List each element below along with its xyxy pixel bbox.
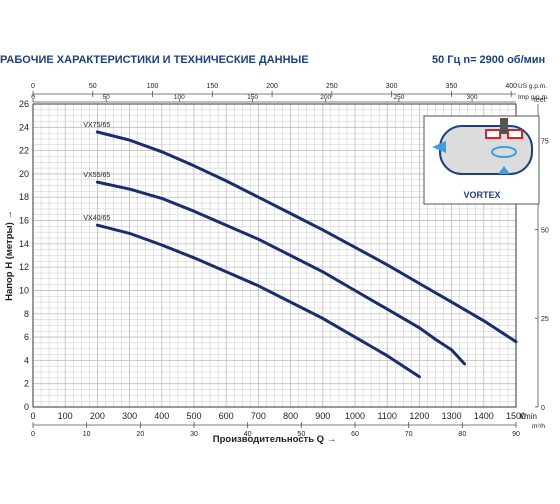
bottom-axis-m3h-label: 80 xyxy=(458,431,466,438)
inset-label: VORTEX xyxy=(463,190,500,200)
top-axis-imp-unit: Imp g.p.m. xyxy=(518,94,549,101)
axes: 0 100 200 300 400 500 600 700 800 900 1000 1100 1200… xyxy=(4,83,549,445)
x-tick-label: 0 xyxy=(30,411,35,421)
y-tick-label: 16 xyxy=(19,216,29,226)
top-axis-us-label: 150 xyxy=(206,83,218,90)
top-axis-us-label: 250 xyxy=(326,83,338,90)
bottom-axis-m3h-label: 70 xyxy=(405,431,413,438)
bottom-axis-m3h-label: 60 xyxy=(351,431,359,438)
right-axis-feet-label: 25 xyxy=(541,316,549,323)
top-axis-imp-label: 250 xyxy=(393,94,404,101)
y-tick-label: 26 xyxy=(19,99,29,109)
series-line-vx40-65 xyxy=(95,223,421,379)
bottom-axis-m3h-label: 20 xyxy=(136,431,144,438)
x-tick-label: 600 xyxy=(219,411,234,421)
y-tick-label: 22 xyxy=(19,146,29,156)
x-unit-label: l/min xyxy=(520,412,537,421)
bottom-axis-m3h-label: 30 xyxy=(190,431,198,438)
series-label: VX40/65 xyxy=(83,215,110,222)
flow-arrow-down-icon xyxy=(498,166,510,174)
x-tick-label: 1000 xyxy=(345,411,365,421)
top-axis-us-label: 50 xyxy=(89,83,97,90)
x-tick-label: 1300 xyxy=(442,411,462,421)
x-tick-label: 900 xyxy=(315,411,330,421)
x-tick-label: 800 xyxy=(283,411,298,421)
x-tick-label: 1200 xyxy=(409,411,429,421)
y-tick-label: 20 xyxy=(19,169,29,179)
top-axis-us-label: 200 xyxy=(266,83,278,90)
top-axis-us-label: 400 xyxy=(505,83,517,90)
top-axis-imp-label: 300 xyxy=(467,94,478,101)
top-axis-us-label: 0 xyxy=(31,83,35,90)
y-tick-label: 12 xyxy=(19,262,29,272)
x-tick-label: 400 xyxy=(154,411,169,421)
x-tick-label: 1500 xyxy=(506,411,526,421)
bottom-axis-m3h-label: 40 xyxy=(244,431,252,438)
top-axis-us-unit: US g.p.m. xyxy=(518,83,547,90)
x-tick-label: 300 xyxy=(122,411,137,421)
series-line-vx75-65 xyxy=(95,130,518,344)
x-axis-title: Производительность Q → xyxy=(213,434,336,445)
series-group: VX75/65 VX55/65 VX40/65 xyxy=(83,122,518,379)
top-axis-imp-label: 100 xyxy=(174,94,185,101)
top-axis-imp-label: 0 xyxy=(31,94,35,101)
bottom-axis-m3h-label: 10 xyxy=(83,431,91,438)
top-axis-imp-label: 200 xyxy=(320,94,331,101)
x-tick-label: 1100 xyxy=(378,411,397,421)
right-axis-feet-label: 50 xyxy=(541,227,549,234)
bottom-axis-m3h-label: 0 xyxy=(31,431,35,438)
bottom-axis-m3h-label: 50 xyxy=(297,431,305,438)
y-tick-label: 14 xyxy=(19,239,29,249)
series-label: VX55/65 xyxy=(83,172,110,179)
vortex-swirl-icon xyxy=(491,146,517,158)
vortex-inset: VORTEX xyxy=(423,115,540,205)
top-axis-imp-label: 150 xyxy=(247,94,258,101)
chart-specs: 50 Гц n= 2900 об/мин xyxy=(432,54,546,66)
y-tick-label: 2 xyxy=(24,379,29,389)
top-axis-us-label: 350 xyxy=(446,83,458,90)
x-tick-label: 1400 xyxy=(474,411,494,421)
shaft-icon xyxy=(500,118,508,134)
y-tick-label: 0 xyxy=(24,402,29,412)
top-axis-us-label: 100 xyxy=(147,83,159,90)
top-axis-us-label: 300 xyxy=(386,83,398,90)
x-tick-label: 200 xyxy=(90,411,105,421)
y-tick-label: 18 xyxy=(19,192,29,202)
right-axis-feet-label: 75 xyxy=(541,139,549,146)
y-tick-label: 10 xyxy=(19,285,29,295)
y-axis-title: Напор H (метры) → xyxy=(4,210,15,301)
impeller-left-icon xyxy=(485,129,501,139)
y-tick-label: 4 xyxy=(24,355,29,365)
y-tick-label: 6 xyxy=(24,332,29,342)
bottom-axis-m3h-label: 90 xyxy=(512,431,520,438)
x-tick-label: 100 xyxy=(58,411,73,421)
chart-title: РАБОЧИЕ ХАРАКТЕРИСТИКИ И ТЕХНИЧЕСКИЕ ДАН… xyxy=(0,54,309,66)
flow-arrow-left-icon xyxy=(432,141,446,153)
right-axis-feet-label: 0 xyxy=(541,405,545,412)
plot-frame xyxy=(32,103,517,408)
bottom-axis-m3h-unit: m³/h xyxy=(532,423,545,430)
y-tick-label: 8 xyxy=(24,309,29,319)
top-axis-imp-label: 50 xyxy=(103,94,111,101)
series-line-vx55-65 xyxy=(95,180,466,366)
right-axis-feet-unit: feet xyxy=(534,97,546,104)
series-label: VX75/65 xyxy=(83,122,110,129)
x-tick-label: 500 xyxy=(186,411,201,421)
y-tick-label: 24 xyxy=(19,122,29,132)
impeller-right-icon xyxy=(507,129,523,139)
x-tick-label: 700 xyxy=(251,411,266,421)
